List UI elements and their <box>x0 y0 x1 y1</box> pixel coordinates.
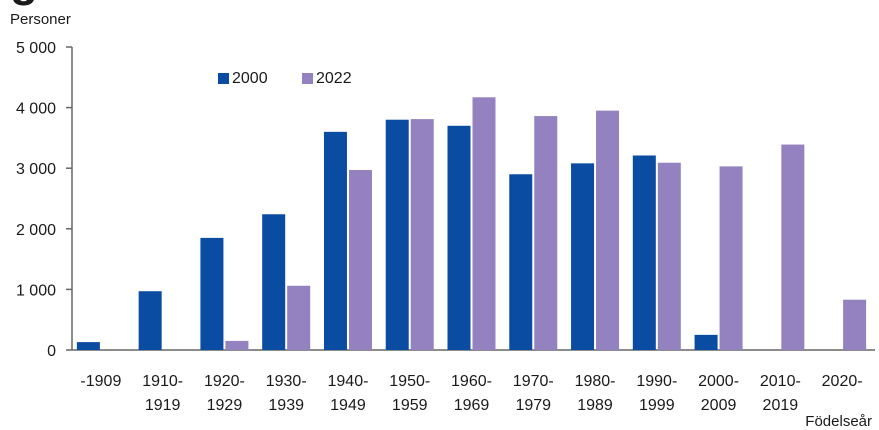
y-axis-label: Personer <box>10 11 71 28</box>
bar-2022-3 <box>287 285 311 350</box>
x-tick-label: 1980- <box>575 373 616 390</box>
legend-swatch-2022 <box>302 73 313 84</box>
legend: 2000 2022 <box>218 70 352 87</box>
x-tick-label-line2: 1959 <box>392 397 428 414</box>
x-tick-label: 1940- <box>328 373 369 390</box>
bar-2000-10 <box>694 334 718 350</box>
bar-2000-8 <box>571 163 595 350</box>
x-axis-tick-labels: -1909 1910- 1919 1920- 1929 1930- 1939 1940- 194… <box>80 373 862 414</box>
x-tick-label-line2: 1969 <box>454 397 490 414</box>
chart-title-fragment: g <box>10 0 38 6</box>
bar-2022-7 <box>534 116 558 350</box>
x-tick-label: 2010- <box>760 373 801 390</box>
bar-2022-10 <box>719 166 743 350</box>
y-tick-label: 2 000 <box>16 222 56 239</box>
x-tick-label: 2020- <box>822 373 863 390</box>
x-tick-label: 1920- <box>204 373 245 390</box>
x-tick-label: 1970- <box>513 373 554 390</box>
x-tick-label: 1990- <box>636 373 677 390</box>
bar-2022-6 <box>472 97 496 350</box>
bar-2022-8 <box>596 110 620 350</box>
legend-label-2000: 2000 <box>232 70 268 87</box>
bar-2000-9 <box>632 155 656 350</box>
x-tick-label-line2: 1999 <box>639 397 675 414</box>
x-tick-label-line2: 1919 <box>145 397 181 414</box>
x-axis-label: Födelseår <box>805 413 872 430</box>
bar-2000-0 <box>76 342 100 350</box>
bar-2022-11 <box>781 144 805 350</box>
legend-label-2022: 2022 <box>316 70 352 87</box>
x-tick-label-line2: 2009 <box>701 397 737 414</box>
x-tick-label: 1910- <box>142 373 183 390</box>
bar-2022-4 <box>348 170 372 350</box>
y-tick-label: 5 000 <box>16 40 56 57</box>
y-tick-label: 4 000 <box>16 101 56 118</box>
bar-2000-7 <box>509 174 533 350</box>
bar-2022-9 <box>657 162 681 350</box>
x-tick-label-line2: 1949 <box>330 397 366 414</box>
bar-2022-2 <box>225 340 249 350</box>
y-tick-label: 1 000 <box>16 282 56 299</box>
x-tick-label: 1930- <box>266 373 307 390</box>
bar-2022-12 <box>843 299 867 350</box>
x-tick-label: -1909 <box>80 373 121 390</box>
x-tick-label-line2: 1929 <box>207 397 243 414</box>
bar-2000-1 <box>138 291 162 350</box>
x-tick-label-line2: 1939 <box>268 397 304 414</box>
x-tick-label-line2: 2019 <box>763 397 799 414</box>
x-tick-label: 1960- <box>451 373 492 390</box>
bar-2022-5 <box>410 119 434 350</box>
y-tick-label: 0 <box>47 343 56 360</box>
bar-2000-4 <box>323 131 347 350</box>
x-tick-label-line2: 1979 <box>515 397 551 414</box>
bars-group <box>76 97 867 350</box>
x-tick-label: 2000- <box>698 373 739 390</box>
bar-2000-5 <box>385 119 409 350</box>
bar-2000-2 <box>200 237 224 350</box>
y-tick-label: 3 000 <box>16 161 56 178</box>
bar-2000-6 <box>447 125 471 350</box>
x-tick-label: 1950- <box>389 373 430 390</box>
y-axis: 0 1 000 2 000 3 000 4 000 5 000 <box>16 40 72 360</box>
legend-swatch-2000 <box>218 73 229 84</box>
x-tick-label-line2: 1989 <box>577 397 613 414</box>
bar-2000-3 <box>262 214 286 350</box>
